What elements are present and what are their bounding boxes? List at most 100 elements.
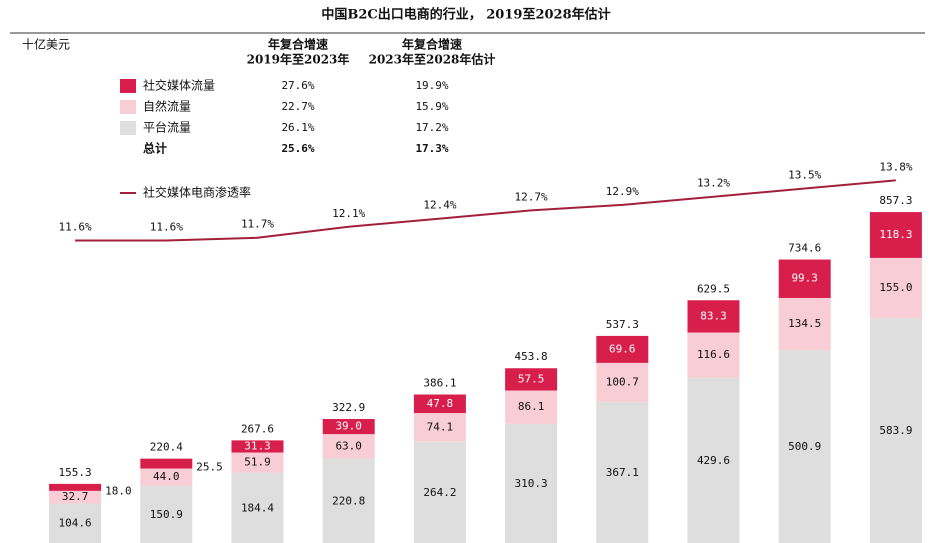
bar-value-label: 116.6 bbox=[697, 348, 730, 361]
cagr-header: 2023年至2028年估计 bbox=[369, 52, 496, 67]
bar-segment bbox=[596, 401, 649, 543]
bar-segment bbox=[49, 503, 102, 543]
cagr-value: 17.2% bbox=[415, 121, 448, 134]
legend-label: 自然流量 bbox=[143, 99, 191, 114]
bar-value-label: 367.1 bbox=[606, 466, 639, 479]
bar-segment bbox=[49, 483, 102, 491]
bar-segment bbox=[778, 259, 831, 298]
cagr-value: 15.9% bbox=[415, 100, 448, 113]
total-label: 总计 bbox=[143, 141, 167, 156]
bar-value-label: 39.0 bbox=[335, 420, 362, 433]
bar-value-label: 500.9 bbox=[788, 440, 821, 453]
bar-segment bbox=[322, 434, 375, 459]
bar-segment bbox=[413, 394, 466, 414]
bar-segment bbox=[231, 472, 284, 543]
total-cagr: 25.6% bbox=[281, 142, 314, 155]
bar-value-label: 184.4 bbox=[241, 501, 274, 514]
line-value-label: 11.6% bbox=[59, 220, 92, 233]
cagr-header: 2019年至2023年 bbox=[247, 52, 350, 67]
bar-value-label: 220.8 bbox=[332, 494, 365, 507]
bar-segment bbox=[231, 440, 284, 453]
bar-segment bbox=[505, 368, 558, 391]
total-label: 537.3 bbox=[606, 318, 639, 331]
bar-segment bbox=[596, 362, 649, 402]
bar-value-label: 69.6 bbox=[609, 342, 636, 355]
bar-value-label: 100.7 bbox=[606, 375, 639, 388]
bar-value-label: 18.0 bbox=[105, 484, 132, 497]
bar-segment bbox=[687, 377, 740, 543]
bar-segment bbox=[413, 413, 466, 442]
line-value-label: 12.9% bbox=[606, 185, 639, 198]
total-label: 857.3 bbox=[879, 194, 912, 207]
legend-swatch bbox=[120, 79, 136, 93]
bar-segment bbox=[231, 452, 284, 473]
line-value-label: 13.2% bbox=[697, 177, 730, 190]
bar-value-label: 118.3 bbox=[879, 228, 912, 241]
bar-value-label: 155.0 bbox=[879, 281, 912, 294]
bar-segment bbox=[49, 490, 102, 504]
line-value-label: 13.8% bbox=[879, 160, 912, 173]
chart-title: 中国B2C出口电商的行业， 2019至2028年估计 bbox=[321, 7, 610, 23]
bar-value-label: 47.8 bbox=[427, 397, 454, 410]
line-value-label: 12.7% bbox=[515, 190, 548, 203]
bar-value-label: 99.3 bbox=[791, 272, 818, 285]
bar-segment bbox=[596, 335, 649, 363]
legend-label: 社交媒体流量 bbox=[143, 78, 215, 93]
legend-label: 社交媒体电商渗透率 bbox=[143, 185, 251, 200]
bar-segment bbox=[505, 423, 558, 543]
y-label: 十亿美元 bbox=[22, 37, 70, 52]
bar-value-label: 51.9 bbox=[244, 456, 271, 469]
line-value-label: 12.1% bbox=[332, 207, 365, 220]
cagr-value: 19.9% bbox=[415, 79, 448, 92]
bar-value-label: 104.6 bbox=[59, 517, 92, 530]
cagr-header: 年复合增速 bbox=[268, 37, 328, 52]
bar-segment bbox=[869, 317, 922, 543]
bar-segment bbox=[869, 212, 922, 258]
bar-segment bbox=[778, 350, 831, 543]
bar-value-label: 57.5 bbox=[518, 372, 545, 385]
cagr-value: 26.1% bbox=[281, 121, 314, 134]
bar-segment bbox=[140, 468, 193, 486]
bar-segment bbox=[140, 485, 193, 543]
bar-value-label: 264.2 bbox=[423, 486, 456, 499]
bar-segment bbox=[322, 419, 375, 435]
legend-swatch bbox=[120, 121, 136, 135]
bar-segment bbox=[140, 458, 193, 469]
cagr-value: 27.6% bbox=[281, 79, 314, 92]
bar-value-label: 310.3 bbox=[515, 477, 548, 490]
total-label: 155.3 bbox=[59, 466, 92, 479]
bar-segment bbox=[322, 458, 375, 543]
bar-value-label: 583.9 bbox=[879, 424, 912, 437]
bar-value-label: 134.5 bbox=[788, 317, 821, 330]
legend-swatch bbox=[120, 100, 136, 114]
line-value-label: 13.5% bbox=[788, 169, 821, 182]
total-cagr: 17.3% bbox=[415, 142, 448, 155]
line bbox=[75, 179, 896, 242]
cagr-value: 22.7% bbox=[281, 100, 314, 113]
line-value-label: 11.7% bbox=[241, 218, 274, 231]
bar-value-label: 74.1 bbox=[427, 420, 454, 433]
bar-value-label: 25.5 bbox=[196, 461, 223, 474]
bar-segment bbox=[413, 441, 466, 543]
total-label: 267.6 bbox=[241, 422, 274, 435]
line-value-label: 11.6% bbox=[150, 220, 183, 233]
line-value-label: 12.4% bbox=[423, 199, 456, 212]
bar-value-label: 83.3 bbox=[700, 309, 727, 322]
total-label: 734.6 bbox=[788, 242, 821, 255]
total-label: 453.8 bbox=[515, 350, 548, 363]
bar-segment bbox=[505, 390, 558, 424]
bar-value-label: 31.3 bbox=[244, 439, 271, 452]
bar-segment bbox=[869, 257, 922, 318]
total-label: 322.9 bbox=[332, 401, 365, 414]
bar-segment bbox=[778, 297, 831, 351]
bar-value-label: 86.1 bbox=[518, 400, 545, 413]
bar-value-label: 44.0 bbox=[153, 470, 180, 483]
total-label: 629.5 bbox=[697, 282, 730, 295]
bar-value-label: 63.0 bbox=[335, 439, 362, 452]
bar-segment bbox=[687, 300, 740, 333]
bar-segment bbox=[687, 332, 740, 378]
bar-value-label: 32.7 bbox=[62, 490, 89, 503]
legend-label: 平台流量 bbox=[143, 120, 191, 135]
bar-value-label: 429.6 bbox=[697, 454, 730, 467]
